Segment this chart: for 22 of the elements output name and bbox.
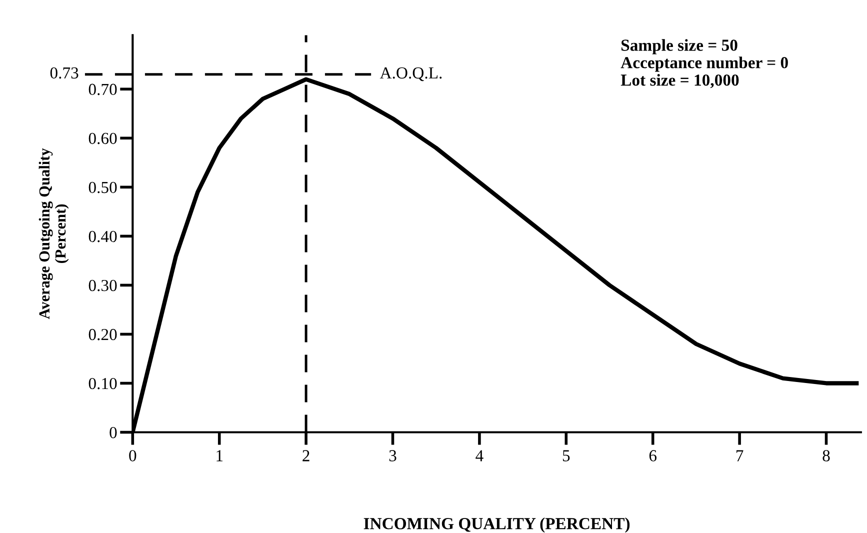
y-tick-label: 0	[110, 426, 117, 438]
annotation: Sample size = 50 Acceptance number = 0 Lot size = 10,000	[620, 39, 788, 88]
x-tick-label: 6	[649, 450, 657, 462]
y-tick-label: 0.40	[88, 230, 117, 242]
y-axis-title: Average Outgoing Quality (Percent)	[38, 148, 69, 320]
x-tick-label: 3	[389, 450, 396, 462]
y-tick-label: 0.60	[88, 132, 117, 144]
x-tick-label: 7	[736, 450, 744, 462]
x-tick-label: 0	[129, 450, 136, 462]
y-tick-label: 0.50	[88, 182, 117, 194]
y-tick-label: 0.20	[88, 328, 117, 340]
ref-line-label: A.O.Q.L.	[380, 67, 442, 82]
y-tick-label: 0.70	[88, 84, 117, 96]
x-axis-title: INCOMING QUALITY (PERCENT)	[364, 518, 630, 533]
x-tick-label: 2	[302, 450, 310, 462]
y-tick-label: 0.10	[88, 378, 117, 390]
y-tick-label: 0.30	[88, 280, 117, 292]
text: 0.73	[50, 67, 78, 79]
x-tick-label: 5	[562, 450, 570, 462]
x-tick-label: 8	[822, 450, 830, 462]
x-tick-label: 4	[476, 450, 484, 462]
x-tick-label: 1	[216, 450, 223, 462]
